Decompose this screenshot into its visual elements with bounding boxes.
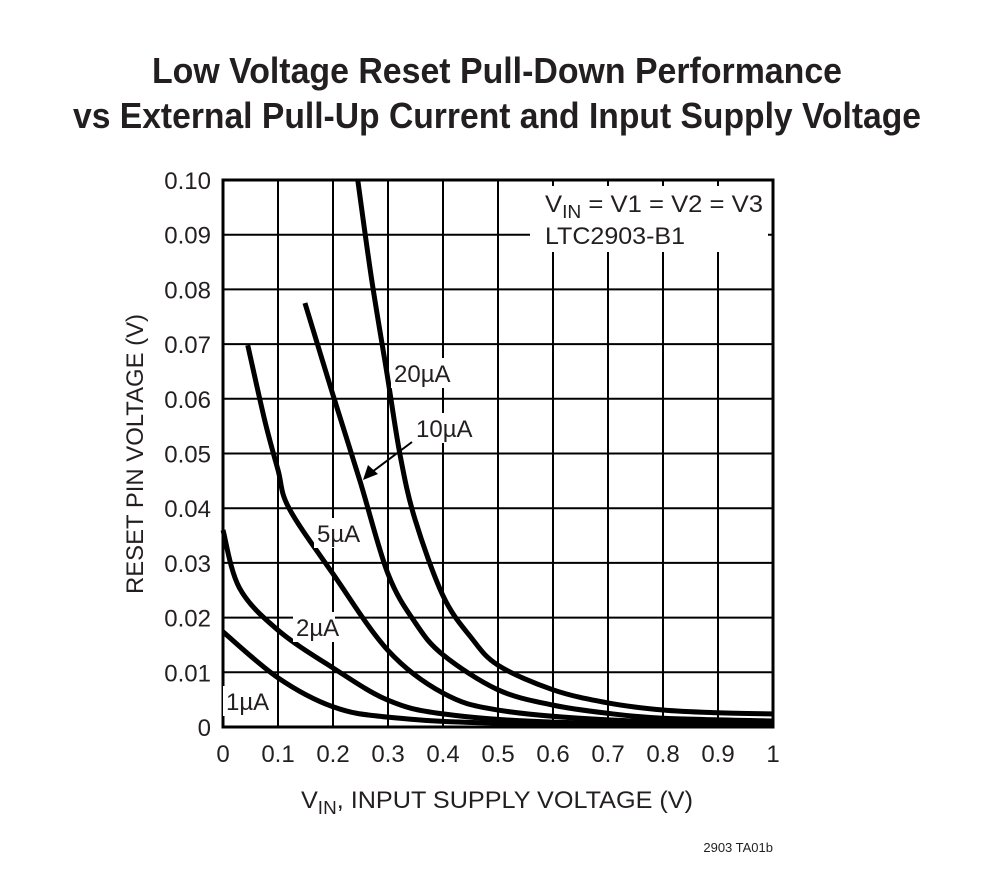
series-label: 2µA: [296, 615, 339, 642]
series-line-2: [245, 344, 774, 727]
y-tick-label: 0.03: [164, 551, 211, 578]
series-label-bg: [314, 518, 356, 548]
series-label: 1µA: [226, 689, 269, 716]
series-label: 20µA: [394, 361, 451, 388]
chart-subtitle: vs External Pull-Up Current and Input Su…: [73, 95, 921, 136]
y-tick-label: 0.05: [164, 442, 211, 469]
y-tick-label: 0.08: [164, 277, 211, 304]
x-tick-label: 0.8: [646, 741, 679, 768]
x-tick-label: 0.5: [481, 741, 514, 768]
y-axis-label: RESET PIN VOLTAGE (V): [122, 314, 149, 594]
y-tick-label: 0.07: [164, 332, 211, 359]
x-tick-label: 0.2: [316, 741, 349, 768]
label-arrow-10ua: [371, 441, 413, 473]
x-tick-label: 0.7: [591, 741, 624, 768]
x-tick-label: 0.9: [701, 741, 734, 768]
series-label-bg: [223, 686, 265, 716]
annotation-bg: [530, 186, 768, 252]
footnote: 2903 TA01b: [703, 840, 773, 855]
annotation-line1: VIN = V1 = V2 = V3: [545, 191, 763, 222]
y-tick-label: 0.10: [164, 168, 211, 195]
grid: [222, 179, 774, 728]
series-label: 5µA: [317, 521, 360, 548]
plot-frame: [221, 178, 775, 729]
series-label-bg: [413, 413, 469, 443]
series-line-1: [302, 302, 774, 724]
y-tick-label: 0: [198, 715, 211, 742]
x-tick-label: 1: [766, 741, 779, 768]
y-tick-label: 0.04: [164, 496, 211, 523]
y-tick-label: 0.01: [164, 660, 211, 687]
series-label-bg: [293, 612, 335, 642]
arrow-head: [363, 465, 378, 480]
series-lines: [220, 179, 774, 729]
x-tick-label: 0.1: [261, 741, 294, 768]
y-tick-label: 0.02: [164, 606, 211, 633]
y-tick-label: 0.06: [164, 387, 211, 414]
x-tick-label: 0.3: [371, 741, 404, 768]
x-tick-label: 0.4: [426, 741, 459, 768]
x-axis-label: VIN, INPUT SUPPLY VOLTAGE (V): [301, 787, 693, 818]
series-labels: 20µA 10µA 5µA 2µA 1µA: [223, 358, 473, 716]
y-tick-label: 0.09: [164, 223, 211, 250]
chart-title: Low Voltage Reset Pull-Down Performance: [152, 50, 842, 91]
annotation-line2: LTC2903-B1: [545, 223, 685, 250]
series-label-bg: [391, 358, 447, 388]
x-tick-label: 0.6: [536, 741, 569, 768]
series-label: 10µA: [416, 416, 473, 443]
series-line-4: [221, 629, 774, 729]
x-tick-label: 0: [216, 741, 229, 768]
tick-labels: 0 0.1 0.2 0.3 0.4 0.5 0.6 0.7 0.8 0.9 1 0 0.01 0.02 0.…: [164, 168, 779, 768]
series-line-0: [355, 179, 774, 717]
